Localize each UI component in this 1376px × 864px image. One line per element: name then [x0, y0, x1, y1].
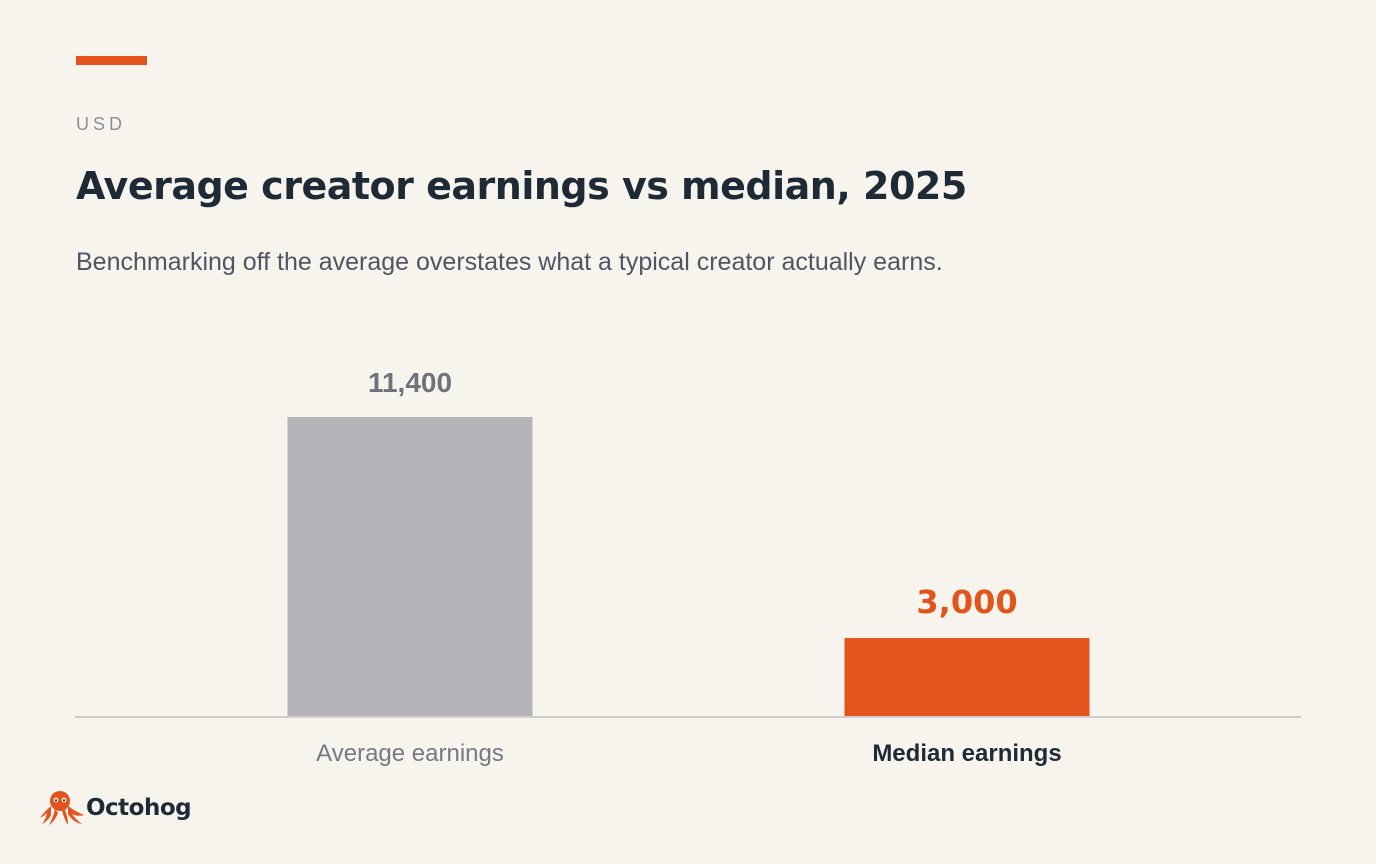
- category-label-2: Median earnings: [872, 740, 1061, 767]
- category-label-1: Average earnings: [316, 740, 504, 767]
- bar-2: [844, 638, 1090, 717]
- brand-logo: Octohog: [38, 788, 192, 828]
- accent-rule: [76, 56, 147, 65]
- chart-title: Average creator earnings vs median, 2025: [76, 164, 967, 208]
- bar-1: [287, 417, 533, 717]
- chart-subtitle: Benchmarking off the average overstates …: [76, 248, 943, 276]
- octopus-icon: [40, 791, 84, 825]
- brand-name: Octohog: [86, 795, 192, 821]
- value-label-1: 11,400: [368, 367, 452, 398]
- value-label-2: 3,000: [916, 583, 1017, 621]
- unit-label: USD: [76, 114, 127, 134]
